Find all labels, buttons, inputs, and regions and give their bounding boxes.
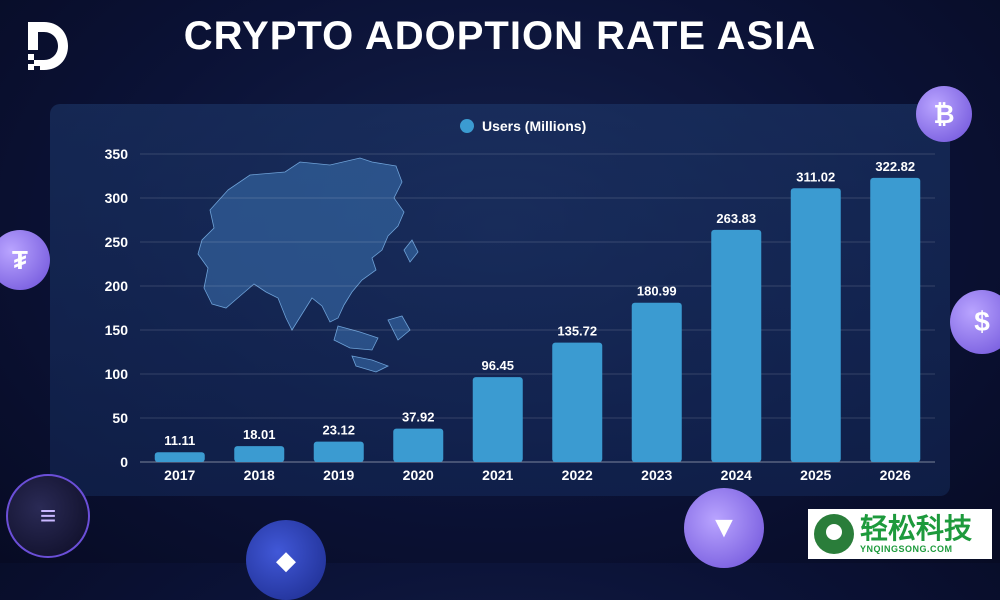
- y-tick-label: 100: [105, 366, 129, 382]
- bar-2024: [711, 229, 762, 462]
- tether-coin-icon: ₮: [0, 230, 50, 290]
- bar-chart: 0 50 100 150 200 250 300 350 11.11 2017 18.01 2018 2…: [105, 146, 921, 483]
- bitcoin-coin-icon: ₿: [916, 86, 972, 142]
- x-tick-label: 2018: [244, 467, 275, 483]
- legend-label: Users (Millions): [482, 118, 587, 134]
- y-tick-label: 350: [105, 146, 129, 162]
- watermark-logo-icon: [814, 514, 854, 554]
- data-label: 263.83: [716, 211, 756, 226]
- y-tick-label: 300: [105, 190, 129, 206]
- bar-2019: [313, 441, 364, 462]
- page-title: CRYPTO ADOPTION RATE ASIA: [183, 14, 817, 58]
- watermark-brand: 轻松科技: [860, 512, 973, 544]
- data-label: 37.92: [402, 410, 435, 425]
- x-tick-label: 2025: [800, 467, 831, 483]
- y-tick-label: 250: [105, 234, 129, 250]
- data-label: 322.82: [875, 159, 915, 174]
- x-tick-label: 2021: [482, 467, 513, 483]
- solana-coin-icon: ≡: [6, 474, 90, 558]
- y-tick-label: 50: [112, 410, 128, 426]
- usdc-coin-icon: $: [950, 290, 1000, 354]
- logo-icon: [28, 22, 68, 70]
- x-tick-label: 2024: [721, 467, 752, 483]
- data-label: 18.01: [243, 427, 276, 442]
- y-tick-label: 150: [105, 322, 129, 338]
- x-tick-label: 2026: [880, 467, 911, 483]
- watermark: 轻松科技 YNQINGSONG.COM: [808, 509, 992, 559]
- chart-legend: Users (Millions): [460, 116, 586, 136]
- tron-coin-icon: ▼: [684, 488, 764, 568]
- data-label: 11.11: [164, 433, 195, 448]
- bar-2022: [552, 342, 603, 462]
- x-tick-label: 2020: [403, 467, 434, 483]
- data-label: 23.12: [322, 423, 355, 438]
- bar-2025: [790, 188, 841, 462]
- bar-2021: [472, 377, 523, 462]
- y-tick-label: 0: [120, 454, 128, 470]
- bar-2026: [870, 177, 921, 462]
- x-tick-label: 2019: [323, 467, 354, 483]
- data-label: 96.45: [481, 358, 514, 373]
- x-tick-label: 2017: [164, 467, 195, 483]
- asia-map-icon: [197, 157, 419, 373]
- x-tick-label: 2023: [641, 467, 672, 483]
- x-tick-label: 2022: [562, 467, 593, 483]
- bar-2017: [154, 452, 205, 462]
- bar-2023: [631, 302, 682, 462]
- bar-2018: [234, 446, 285, 462]
- y-tick-label: 200: [105, 278, 129, 294]
- watermark-url: YNQINGSONG.COM: [860, 543, 953, 554]
- data-label: 135.72: [557, 324, 597, 339]
- legend-swatch: [460, 119, 474, 133]
- data-label: 180.99: [637, 284, 677, 299]
- data-label: 311.02: [796, 169, 835, 184]
- bar-2020: [393, 428, 444, 462]
